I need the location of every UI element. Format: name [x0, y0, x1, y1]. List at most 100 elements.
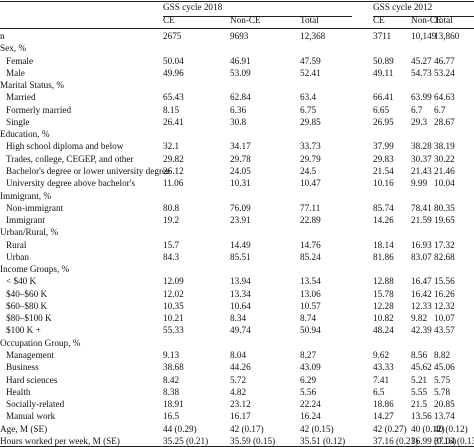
column-header: Total	[434, 15, 453, 25]
cell: 35.25 (0.21)	[163, 435, 209, 446]
cell: 29.3	[411, 116, 428, 127]
cell: 47.59	[300, 55, 321, 66]
cell: 42 (0.27)	[373, 423, 407, 434]
cell: 43.09	[300, 362, 321, 373]
section-title: Marital Status, %	[0, 80, 65, 91]
cell: 82.68	[434, 251, 455, 262]
cell: 35.59 (0.15)	[230, 435, 276, 446]
cell: 17.32	[434, 239, 455, 250]
cell: 10.07	[434, 313, 455, 324]
row-label-indented: Management	[6, 350, 54, 361]
row-label-indented: Business	[6, 362, 39, 373]
cell: 6.65	[373, 104, 390, 115]
row-label-indented: $40–$60 K	[6, 288, 48, 299]
row-label-indented: Health	[6, 386, 31, 397]
cell: 50.89	[373, 55, 394, 66]
cell: 48.24	[373, 325, 394, 336]
cell: 64.63	[434, 92, 455, 103]
cell: 19.2	[163, 215, 180, 226]
cell: 46.91	[230, 55, 251, 66]
cell: 85.74	[373, 202, 394, 213]
cell: 16.17	[230, 411, 251, 422]
cell: 13.34	[230, 288, 251, 299]
cell: 26.95	[373, 116, 394, 127]
section-title: Education, %	[0, 129, 50, 140]
cell: 14.76	[300, 239, 321, 250]
cell: 34.17	[230, 141, 251, 152]
cell: 55.33	[163, 325, 184, 336]
cell: 80.35	[434, 202, 455, 213]
cell: 8.74	[300, 313, 317, 324]
cell: 38.19	[434, 141, 455, 152]
cell: 6.7	[434, 104, 446, 115]
cell: 16.93	[411, 239, 432, 250]
cell: 12.02	[163, 288, 184, 299]
row-label-indented: $60–$80 K	[6, 300, 48, 311]
cell: 24.05	[230, 165, 251, 176]
cell: 30.22	[434, 153, 455, 164]
cell: 22.24	[300, 399, 321, 410]
cell: 10.04	[434, 178, 455, 189]
column-header: CE	[163, 15, 175, 25]
table-rule	[0, 1, 474, 2]
cell: 8.34	[230, 313, 247, 324]
cell: 12.33	[411, 300, 432, 311]
cell: 5.78	[434, 386, 451, 397]
cell: 29.83	[373, 153, 394, 164]
cell: 81.86	[373, 251, 394, 262]
row-label-indented: Rural	[6, 239, 27, 250]
cell: 16.24	[300, 411, 321, 422]
cell: 45.06	[434, 362, 455, 373]
cell: 77.11	[300, 202, 321, 213]
row-label-indented: Female	[6, 55, 34, 66]
cell: 3711	[373, 31, 392, 41]
cell: 50.04	[163, 55, 184, 66]
cell: 10.16	[373, 178, 394, 189]
cell: 18.91	[163, 399, 184, 410]
row-label-indented: Hard sciences	[6, 374, 58, 385]
cell: 33.73	[300, 141, 321, 152]
cell: 63.4	[300, 92, 317, 103]
table-rule	[163, 16, 352, 17]
row-label-indented: < $40 K	[6, 276, 37, 287]
cell: 20.85	[434, 399, 455, 410]
cell: 8.42	[163, 374, 180, 385]
cell: 29.79	[300, 153, 321, 164]
cell: 12.88	[373, 276, 394, 287]
cell: 49.74	[230, 325, 251, 336]
cell: 4.82	[230, 386, 247, 397]
cell: 14.26	[373, 215, 394, 226]
cell: 9.13	[163, 350, 180, 361]
cell: 9.82	[411, 313, 428, 324]
cell: 38.28	[411, 141, 432, 152]
group-header: GSS cycle 2012	[373, 2, 433, 12]
row-label-indented: Socially-related	[6, 399, 65, 410]
row-label-indented: High school diploma and below	[6, 141, 124, 152]
cell: 12.32	[434, 300, 455, 311]
cell: 8.56	[411, 350, 428, 361]
cell: 62.84	[230, 92, 251, 103]
section-title: Income Groups, %	[0, 264, 70, 275]
cell: 9.62	[373, 350, 390, 361]
cell: 5.55	[411, 386, 428, 397]
cell: 26.12	[163, 165, 184, 176]
row-label: n	[0, 31, 5, 41]
cell: 12.09	[163, 276, 184, 287]
table-rule	[0, 28, 474, 29]
row-label-indented: Urban	[6, 251, 29, 262]
cell: 32.1	[163, 141, 180, 152]
cell: 12,368	[300, 31, 326, 41]
cell: 65.43	[163, 92, 184, 103]
column-header: CE	[373, 15, 385, 25]
cell: 13.54	[300, 276, 321, 287]
cell: 85.51	[230, 251, 251, 262]
cell: 16.26	[434, 288, 455, 299]
cell: 21.43	[411, 165, 432, 176]
cell: 38.68	[163, 362, 184, 373]
cell: 10.31	[230, 178, 251, 189]
cell: 12.28	[373, 300, 394, 311]
cell: 5.72	[230, 374, 247, 385]
cell: 45.27	[411, 55, 432, 66]
cell: 6.5	[373, 386, 385, 397]
